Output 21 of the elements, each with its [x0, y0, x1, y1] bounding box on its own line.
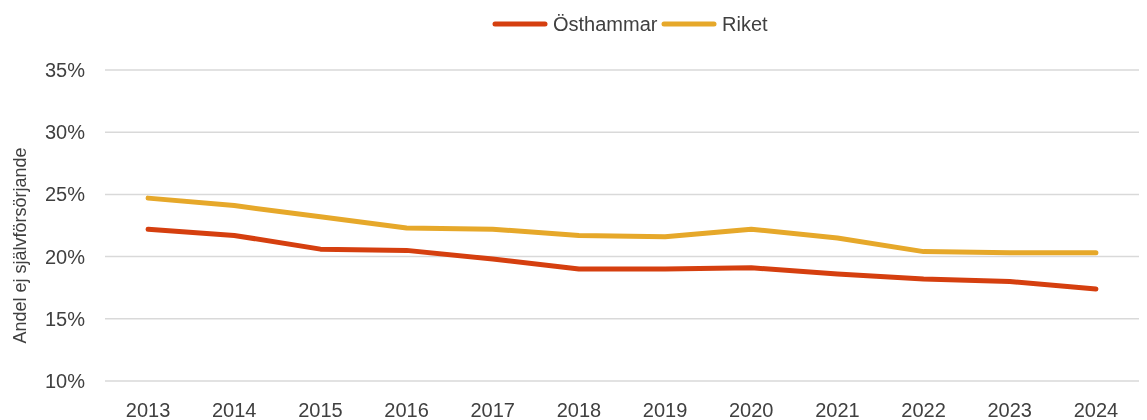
legend-label: Östhammar [553, 13, 658, 35]
x-tick-label: 2016 [384, 399, 429, 420]
x-tick-label: 2023 [987, 399, 1032, 420]
y-axis-title: Andel ej självförsörjande [10, 147, 30, 344]
x-tick-label: 2019 [642, 399, 688, 420]
x-tick-label: 2021 [815, 399, 860, 420]
x-tick-label: 2017 [470, 399, 515, 420]
y-tick-label: 35% [44, 59, 86, 81]
y-tick-label: 30% [44, 121, 86, 144]
x-tick-label: 2015 [298, 399, 343, 420]
legend-label: Riket [722, 13, 769, 35]
y-tick-label: 15% [44, 307, 86, 330]
x-tick-label: 2024 [1073, 399, 1119, 420]
x-tick-label: 2018 [556, 399, 602, 420]
x-tick-label: 2020 [729, 399, 774, 420]
x-tick-label: 2022 [901, 399, 946, 420]
y-tick-label: 20% [44, 245, 86, 268]
x-tick-label: 2014 [212, 399, 257, 420]
y-tick-label: 10% [44, 370, 86, 392]
x-tick-label: 2013 [125, 399, 171, 420]
y-tick-label: 25% [44, 183, 86, 206]
